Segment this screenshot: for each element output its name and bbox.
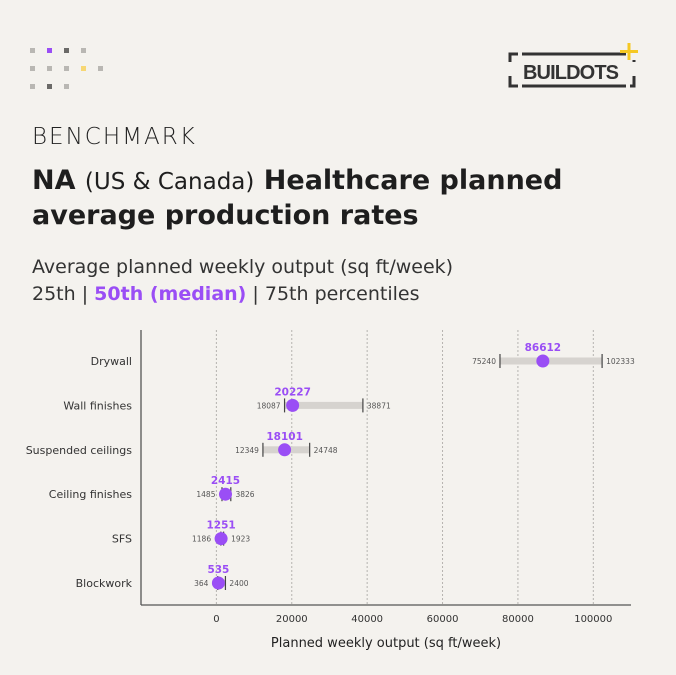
category-label: Blockwork [76, 577, 133, 590]
median-dot [218, 487, 232, 501]
title-main: Healthcare planned average production ra… [32, 165, 563, 231]
x-tick-label: 60000 [427, 614, 459, 625]
p25-label: 1186 [192, 535, 211, 544]
row-sfs: SFS 1186 1923 1251 [112, 520, 250, 546]
separator: | [252, 283, 259, 305]
decorative-dot [30, 84, 35, 89]
x-tick-label: 100000 [574, 614, 612, 625]
decorative-dot [30, 66, 35, 71]
page-title: NA (US & Canada) Healthcare planned aver… [32, 164, 652, 233]
median-dot [536, 354, 550, 368]
svg-text:BUILDOTS: BUILDOTS [523, 62, 619, 84]
category-label: Ceiling finishes [49, 488, 132, 501]
decorative-dot [47, 48, 52, 53]
subtitle-line: Average planned weekly output (sq ft/wee… [32, 256, 454, 278]
decorative-dot [64, 84, 69, 89]
decorative-dot [64, 48, 69, 53]
p75-label: 38871 [367, 401, 391, 410]
category-label: Wall finishes [63, 399, 132, 412]
p25-label: 75240 [472, 357, 496, 366]
decorative-dot [81, 48, 86, 53]
median-label: 18101 [266, 431, 303, 443]
row-wall-finishes: Wall finishes 18087 38871 20227 [63, 386, 391, 413]
x-axis-label: Planned weekly output (sq ft/week) [271, 636, 501, 651]
x-tick-label: 80000 [502, 614, 534, 625]
subtitle-p75: 75th percentiles [264, 283, 420, 305]
row-drywall: Drywall 75240 102333 86612 [91, 342, 635, 368]
median-dot [214, 532, 228, 546]
median-label: 2415 [211, 475, 240, 487]
x-tick-label: 40000 [351, 614, 383, 625]
p75-label: 3826 [235, 490, 254, 499]
category-label: Suspended ceilings [26, 444, 133, 457]
separator: | [81, 283, 89, 305]
category-label: Drywall [91, 355, 132, 368]
median-label: 1251 [206, 520, 235, 532]
p75-label: 1923 [231, 535, 250, 544]
decorative-dot [30, 48, 35, 53]
buildots-logo: BUILDOTS [508, 43, 638, 88]
p75-label: 24748 [314, 446, 338, 455]
median-label: 535 [207, 564, 229, 576]
median-dot [211, 576, 225, 590]
decorative-dot [64, 66, 69, 71]
category-label: SFS [112, 533, 132, 546]
subtitle-p25: 25th [32, 283, 76, 305]
p25-label: 1485 [196, 490, 215, 499]
iqr-bar [499, 357, 603, 365]
p25-label: 364 [194, 579, 209, 588]
row-suspended-ceilings: Suspended ceilings 12349 24748 18101 [26, 431, 338, 457]
p75-label: 2400 [229, 579, 248, 588]
p75-label: 102333 [606, 357, 635, 366]
dot-range-chart: Drywall 75240 102333 86612 Wall finishes 1808… [26, 330, 635, 651]
x-tick-label: 20000 [276, 614, 308, 625]
p25-label: 12349 [235, 446, 259, 455]
subtitle-median: 50th (median) [94, 283, 247, 305]
row-ceiling-finishes: Ceiling finishes 1485 3826 2415 [49, 475, 255, 501]
median-dot [286, 398, 300, 412]
decorative-dot [98, 66, 103, 71]
decorative-dot [81, 66, 86, 71]
median-dot [278, 443, 292, 457]
iqr-bar [284, 401, 363, 409]
decorative-dot [47, 84, 52, 89]
kicker: BENCHMARK [32, 124, 197, 150]
title-region-detail: (US & Canada) [84, 169, 255, 195]
title-region: NA [32, 165, 76, 196]
x-tick-label: 0 [213, 614, 219, 625]
p25-label: 18087 [257, 401, 281, 410]
median-label: 86612 [525, 342, 562, 354]
median-label: 20227 [274, 386, 311, 398]
decorative-dot [47, 66, 52, 71]
subtitle: Average planned weekly output (sq ft/wee… [32, 254, 453, 308]
